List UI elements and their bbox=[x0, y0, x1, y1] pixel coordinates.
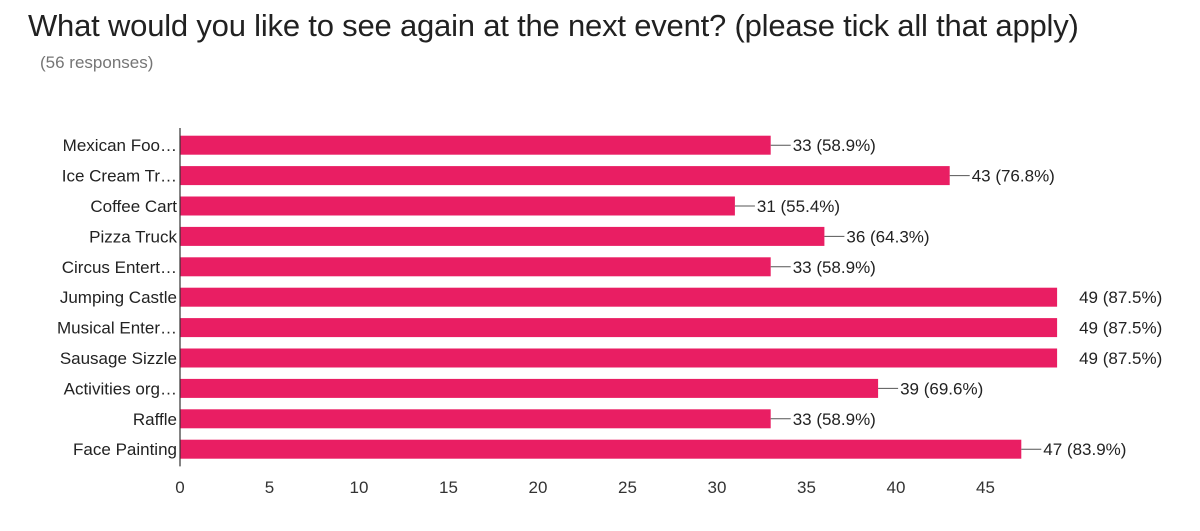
data-label: 33 (58.9%) bbox=[793, 258, 876, 277]
category-label: Pizza Truck bbox=[89, 227, 177, 246]
bar bbox=[180, 378, 879, 398]
bar bbox=[180, 135, 771, 155]
data-label: 36 (64.3%) bbox=[846, 227, 929, 246]
bar bbox=[180, 409, 771, 429]
x-tick-label: 5 bbox=[265, 478, 274, 497]
data-label: 31 (55.4%) bbox=[757, 197, 840, 216]
data-label: 49 (87.5%) bbox=[1079, 288, 1162, 307]
bar bbox=[180, 318, 1058, 338]
category-label: Musical Enter… bbox=[57, 319, 177, 338]
x-tick-label: 35 bbox=[797, 478, 816, 497]
category-label: Raffle bbox=[133, 410, 177, 429]
bar bbox=[180, 287, 1058, 307]
category-label: Mexican Foo… bbox=[63, 136, 177, 155]
data-label: 47 (83.9%) bbox=[1043, 440, 1126, 459]
x-tick-label: 0 bbox=[175, 478, 184, 497]
x-tick-label: 25 bbox=[618, 478, 637, 497]
bar bbox=[180, 226, 825, 246]
data-label: 49 (87.5%) bbox=[1079, 349, 1162, 368]
x-tick-label: 15 bbox=[439, 478, 458, 497]
data-label: 33 (58.9%) bbox=[793, 410, 876, 429]
data-label: 43 (76.8%) bbox=[972, 167, 1055, 186]
x-tick-label: 20 bbox=[529, 478, 548, 497]
data-label: 33 (58.9%) bbox=[793, 136, 876, 155]
category-label: Coffee Cart bbox=[90, 197, 177, 216]
bar bbox=[180, 439, 1022, 459]
x-tick-label: 10 bbox=[350, 478, 369, 497]
category-label: Circus Entert… bbox=[62, 258, 177, 277]
category-label: Sausage Sizzle bbox=[60, 349, 177, 368]
x-tick-label: 40 bbox=[887, 478, 906, 497]
x-tick-label: 45 bbox=[976, 478, 995, 497]
category-label: Face Painting bbox=[73, 440, 177, 459]
bar bbox=[180, 257, 771, 277]
data-label: 39 (69.6%) bbox=[900, 379, 983, 398]
category-label: Ice Cream Tr… bbox=[62, 167, 177, 186]
chart-title: What would you like to see again at the … bbox=[28, 8, 1079, 43]
bar bbox=[180, 196, 735, 216]
category-label: Jumping Castle bbox=[60, 288, 177, 307]
x-tick-label: 30 bbox=[708, 478, 727, 497]
bar bbox=[180, 166, 950, 186]
data-label: 49 (87.5%) bbox=[1079, 319, 1162, 338]
category-label: Activities org… bbox=[64, 379, 177, 398]
response-count: (56 responses) bbox=[40, 53, 154, 72]
bar bbox=[180, 348, 1058, 368]
